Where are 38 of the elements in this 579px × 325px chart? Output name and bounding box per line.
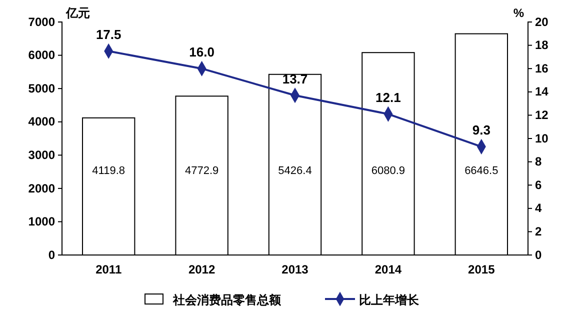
y2-tick-label: 12 — [535, 108, 549, 122]
y-tick-label: 1000 — [28, 214, 56, 229]
data-label: 12.1 — [376, 90, 401, 106]
x-tick-label: 2014 — [374, 262, 402, 277]
y2-tick-label: 8 — [535, 154, 542, 169]
y-tick-label: 0 — [48, 248, 56, 262]
data-label: 16.0 — [189, 44, 214, 60]
legend-label: 社会消费品零售总额 — [172, 293, 282, 307]
y-tick-label: 6000 — [28, 48, 56, 62]
y-tick-label: 4000 — [28, 114, 56, 129]
y2-tick-label: 2 — [535, 224, 542, 239]
data-label: 17.5 — [96, 27, 122, 42]
y2-tick-label: 16 — [535, 61, 549, 76]
x-tick-label: 2013 — [282, 262, 309, 277]
y-tick-label: 2000 — [28, 181, 56, 196]
x-tick-label: 2015 — [468, 262, 496, 277]
y2-tick-label: 0 — [535, 248, 542, 262]
data-label: 5426.4 — [278, 165, 312, 177]
x-tick-label: 2011 — [96, 262, 122, 277]
data-label: 13.7 — [282, 71, 308, 86]
y2-axis-title: % — [513, 6, 524, 20]
x-tick-label: 2012 — [188, 262, 216, 277]
y-tick-label: 5000 — [28, 81, 56, 96]
y2-tick-label: 4 — [535, 201, 542, 216]
y2-tick-label: 6 — [535, 178, 542, 192]
y2-tick-label: 10 — [535, 131, 549, 146]
y-tick-label: 7000 — [28, 14, 56, 29]
y2-tick-label: 20 — [535, 14, 549, 29]
y-axis-title: 亿元 — [65, 6, 90, 20]
y-tick-label: 3000 — [28, 148, 56, 162]
data-label: 4119.8 — [92, 165, 126, 177]
legend-label: 比上年增长 — [359, 293, 420, 307]
y2-tick-label: 18 — [535, 38, 549, 52]
data-label: 6646.5 — [464, 165, 498, 177]
data-label: 4772.9 — [184, 165, 219, 177]
data-label: 9.3 — [472, 122, 490, 138]
data-label: 6080.9 — [371, 165, 406, 177]
y2-tick-label: 14 — [535, 84, 549, 99]
